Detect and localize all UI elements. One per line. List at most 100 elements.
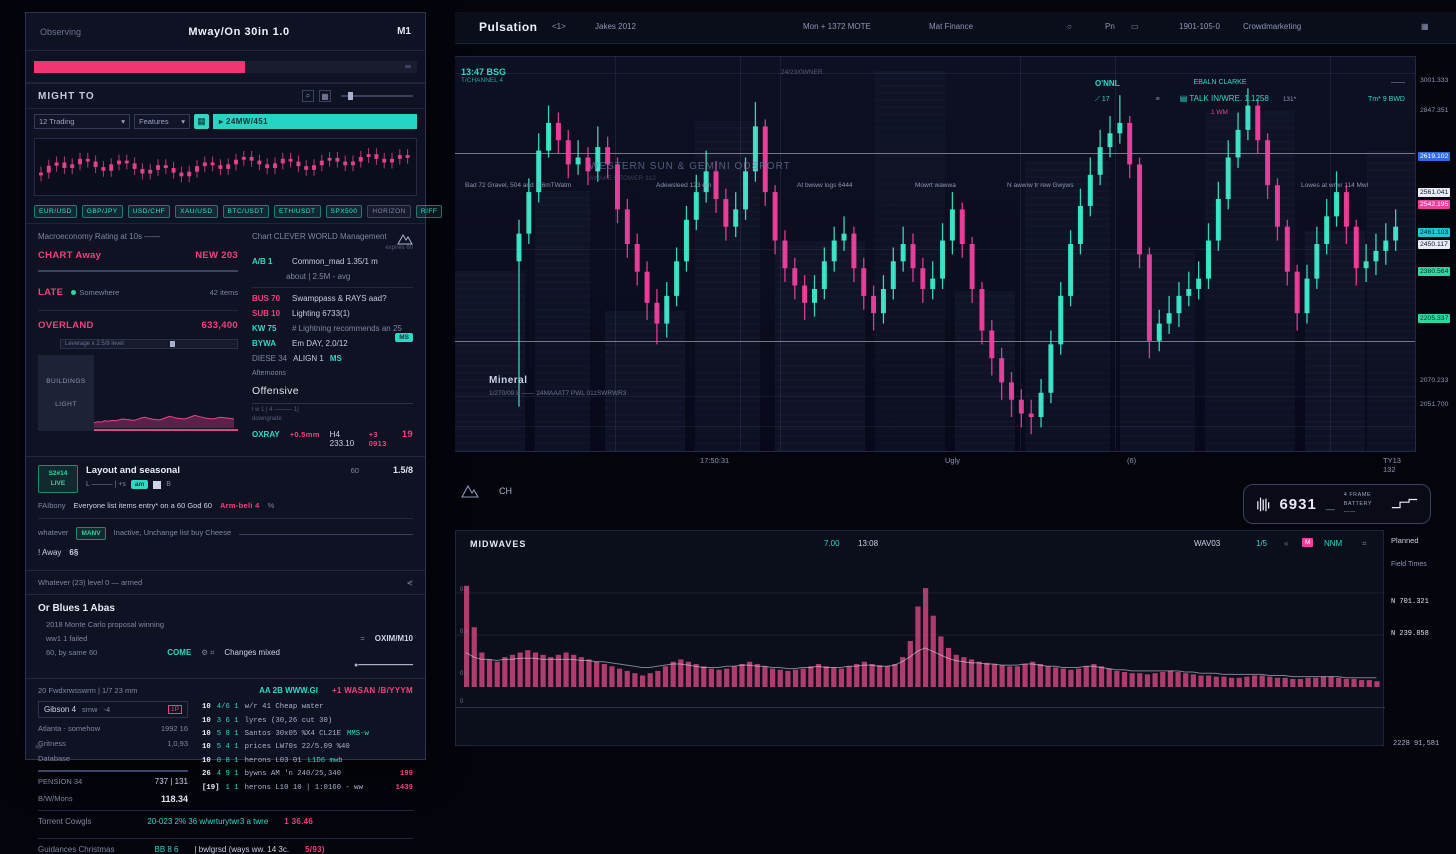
detail-row: DIESE 34 ALIGN 1 MS	[252, 354, 342, 363]
price-label: 2619.102	[1418, 152, 1451, 161]
order-row[interactable]: 10 5 8 1 Santos 30x05 %X4 CL21E MMS-w	[202, 730, 369, 739]
collapse-icon[interactable]: ⋞	[406, 578, 413, 588]
position-box[interactable]: Gibson 4 smw -4 1P	[38, 701, 188, 719]
gear-icon[interactable]: ⚙ ⌗	[201, 648, 215, 658]
price-label: 2847.351	[1420, 107, 1449, 114]
ch-tool-button[interactable]: CH	[499, 486, 512, 496]
detail-column: Chart CLEVER WORLD Management expires 60…	[252, 232, 413, 448]
selected-instrument-bar[interactable]: ▸ 24MW/451	[213, 114, 417, 129]
price-level-line	[455, 153, 1415, 154]
price-axis[interactable]: 3001.333 2847.351 2619.102 2561.041 2542.195…	[1415, 56, 1456, 452]
detail-row: BYWA Em DAY, 2.0/12	[252, 339, 348, 348]
progress-tick	[405, 65, 411, 68]
ticker-chip[interactable]: HORIZON	[367, 205, 411, 218]
price-level-line	[455, 341, 1415, 342]
detail-row: BUS 70 Swamppass & RAYS aad?	[252, 294, 387, 303]
detail-title: Chart CLEVER WORLD Management	[252, 232, 387, 241]
toolbar-item[interactable]: Jakes 2012	[595, 22, 636, 31]
order-row[interactable]: [19] 1 1 herons L10 10 | 1:0160 - ww 1439	[202, 783, 413, 792]
ms-tag[interactable]: MS	[395, 333, 413, 342]
section-label: MIGHT TO	[38, 90, 95, 102]
gridline	[455, 249, 1415, 250]
volume-x-label: N awwiw tr rew Gwyws	[1007, 182, 1074, 189]
header-slider[interactable]	[341, 92, 413, 100]
pen-icon[interactable]: Pn	[1105, 22, 1115, 31]
ticker-chip[interactable]: RIFF	[415, 205, 443, 218]
order-row[interactable]: 10 4/6 1 w/r 41 Cheap water	[202, 703, 324, 712]
counter-pill[interactable]: 6931 _ 4 FRAME BATTERY ——	[1243, 484, 1431, 524]
mountain-icon	[397, 234, 413, 245]
mode-select[interactable]: Features ▾	[134, 114, 190, 129]
gridline	[455, 426, 1415, 427]
strategy-section: S2#14 LIVE Layout and seasonal L ——— | +…	[26, 456, 425, 564]
white-box-icon	[153, 480, 162, 489]
am-tag[interactable]: am	[130, 480, 149, 489]
volume-ytick: 0.8	[460, 587, 469, 593]
window-title: Mway/On 30in 1.0	[188, 25, 290, 38]
price-label: 2542.195	[1418, 200, 1451, 209]
detail-highlight: Offensive	[252, 385, 413, 404]
price-label: 2051.700	[1420, 401, 1449, 408]
gridline	[1330, 57, 1331, 451]
ticker-chip[interactable]: XAU/USD	[175, 205, 218, 218]
gridline	[455, 396, 1415, 397]
volume-panel[interactable]: MIDWAVES 7.00 13:08 WAV03 1/5 « M NNM ⌗ …	[455, 530, 1385, 746]
skyline-building	[955, 291, 1015, 451]
chevron-down-icon: ▾	[181, 117, 185, 126]
toolbar-item[interactable]: Crowdmarketing	[1243, 22, 1302, 31]
main-candlestick-chart[interactable]: 13:47 BSG T/CHANNEL 4 24/23/0WNER WESTER…	[455, 56, 1415, 452]
refresh-icon[interactable]: ○	[1067, 22, 1072, 31]
toolbar-item[interactable]: Mon + 1372 MOTE	[803, 22, 871, 31]
orders-section: 20 Fwdxrwsswrm | 1/7 23 mm AA 2B WWW.GI …	[26, 678, 425, 854]
time-axis[interactable]: 17:50:31 Ugly (6) TY13 132	[455, 452, 1456, 478]
order-row[interactable]: 10 0 8 1 herons L03 01 L1D6 mwb	[202, 756, 343, 765]
strategy-chip[interactable]: S2#14 LIVE	[38, 465, 78, 493]
order-row[interactable]: 10 3 6 1 lyres (30,26 cut 30)	[202, 716, 333, 725]
ticker-chip[interactable]: EUR/USD	[34, 205, 77, 218]
progress-bar[interactable]	[34, 61, 417, 73]
volume-x-label: Bad 72 Gravel, 504 and S 6mTWatm	[465, 182, 572, 189]
ticker-chip[interactable]: GBP/JPY	[81, 205, 123, 218]
panel-title: MIDWAVES	[470, 539, 527, 549]
ticker-chip[interactable]: BTC/USDT	[222, 205, 270, 218]
nav-arrows[interactable]: <1>	[552, 22, 566, 31]
grid-icon[interactable]: ▦	[1421, 22, 1429, 31]
time-tick: TY13 132	[1383, 456, 1401, 474]
leverage-slider[interactable]: Leverage x 2.5/8 level	[60, 339, 238, 349]
price-label: 2561.041	[1418, 188, 1451, 197]
arrows-icon[interactable]: «	[1284, 539, 1289, 548]
proposal-block: Or Blues 1 Abas 2018 Monte Carlo proposa…	[26, 594, 425, 678]
watchlist-row[interactable]: LATE Somewhere 42 items	[38, 272, 238, 311]
toolbar-item[interactable]: 1901-105-0	[1179, 22, 1220, 31]
header-menu-button[interactable]: M1	[397, 26, 411, 37]
watchlist-column: Macroeconomy Rating at 10s —— CHART Away…	[38, 232, 238, 448]
volume-x-label: At bwww logs 6444	[797, 182, 853, 189]
order-row[interactable]: 10 5 4 1 prices LW70s 22/5.09 %40	[202, 743, 350, 752]
m-badge[interactable]: M	[1302, 538, 1314, 547]
skyline-building	[605, 311, 685, 451]
gridline	[1115, 57, 1116, 451]
grid-view-button[interactable]: ▦	[194, 114, 209, 129]
mini-candlestick-chart[interactable]	[34, 138, 417, 196]
watchlist-title: Macroeconomy Rating at 10s ——	[38, 232, 161, 241]
pair-select[interactable]: 12 Trading ▾	[34, 114, 130, 129]
axis-label-block: BUILDINGS LIGHT	[38, 355, 94, 431]
search-icon[interactable]: ⌕	[302, 90, 314, 102]
watchlist-row[interactable]: OVERLAND 633,400	[38, 320, 238, 331]
mountain-icon[interactable]	[461, 484, 479, 498]
ticker-chip[interactable]: SPX500	[325, 205, 363, 218]
grid-icon[interactable]: ▦	[319, 90, 331, 102]
watchlist-row[interactable]: CHART Away NEW 203	[38, 250, 238, 272]
toolbar-item[interactable]: Mat Finance	[929, 22, 974, 31]
volume-ytick: 0.4	[460, 629, 469, 635]
gridline	[455, 73, 1415, 74]
card-icon[interactable]: ▭	[1131, 22, 1139, 31]
input-underline[interactable]	[239, 527, 413, 535]
hash-icon[interactable]: ⌗	[1362, 539, 1367, 548]
order-row[interactable]: 26 4 9 1 bywns AM 'n 240/25,340 199	[202, 770, 413, 779]
ticker-chip[interactable]: USD/CHF	[127, 205, 171, 218]
slider-handle[interactable]	[170, 341, 176, 347]
time-tick: 17:50:31	[700, 456, 730, 465]
manv-tag[interactable]: MANV	[76, 526, 106, 541]
ticker-chip[interactable]: ETH/USDT	[274, 205, 321, 218]
